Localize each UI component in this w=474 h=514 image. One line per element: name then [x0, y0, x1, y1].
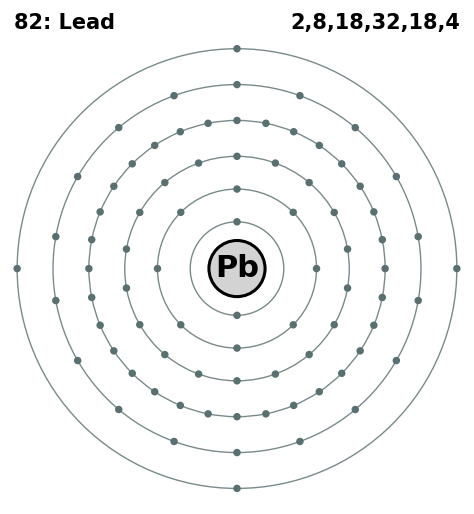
Circle shape	[204, 410, 212, 417]
Circle shape	[233, 186, 241, 193]
Circle shape	[52, 233, 60, 241]
Circle shape	[352, 124, 359, 132]
Circle shape	[170, 438, 178, 445]
Circle shape	[115, 406, 122, 413]
Circle shape	[344, 284, 351, 292]
Circle shape	[233, 413, 241, 420]
Circle shape	[233, 218, 241, 226]
Circle shape	[85, 265, 92, 272]
Circle shape	[151, 388, 158, 395]
Circle shape	[195, 370, 202, 378]
Circle shape	[177, 401, 184, 409]
Circle shape	[128, 160, 136, 168]
Circle shape	[110, 347, 118, 355]
Circle shape	[161, 179, 169, 186]
Circle shape	[344, 245, 351, 253]
Circle shape	[330, 209, 338, 216]
Circle shape	[177, 128, 184, 136]
Circle shape	[392, 357, 400, 364]
Circle shape	[233, 153, 241, 160]
Circle shape	[379, 236, 386, 244]
Circle shape	[453, 265, 461, 272]
Circle shape	[74, 173, 82, 180]
Circle shape	[233, 344, 241, 352]
Circle shape	[382, 265, 389, 272]
Text: Pb: Pb	[215, 254, 259, 283]
Circle shape	[316, 388, 323, 395]
Circle shape	[88, 236, 95, 244]
Circle shape	[330, 321, 338, 328]
Circle shape	[233, 377, 241, 384]
Circle shape	[313, 265, 320, 272]
Circle shape	[110, 182, 118, 190]
Circle shape	[177, 321, 184, 328]
Circle shape	[74, 357, 82, 364]
Circle shape	[96, 322, 104, 329]
Circle shape	[151, 142, 158, 149]
Circle shape	[128, 370, 136, 377]
Circle shape	[123, 284, 130, 292]
Circle shape	[13, 265, 21, 272]
Circle shape	[305, 179, 313, 186]
Circle shape	[352, 406, 359, 413]
Circle shape	[52, 297, 60, 304]
Circle shape	[195, 159, 202, 167]
Circle shape	[392, 173, 400, 180]
Circle shape	[123, 245, 130, 253]
Circle shape	[161, 351, 169, 358]
Circle shape	[290, 401, 297, 409]
Circle shape	[136, 209, 144, 216]
Circle shape	[356, 182, 364, 190]
Circle shape	[296, 438, 304, 445]
Circle shape	[338, 370, 346, 377]
Circle shape	[233, 449, 241, 456]
Text: 82: Lead: 82: Lead	[14, 13, 115, 33]
Circle shape	[272, 370, 279, 378]
Circle shape	[233, 485, 241, 492]
Text: 2,8,18,32,18,4: 2,8,18,32,18,4	[290, 13, 460, 33]
Circle shape	[370, 208, 378, 215]
Circle shape	[115, 124, 122, 132]
Circle shape	[262, 120, 270, 127]
Circle shape	[96, 208, 104, 215]
Circle shape	[177, 209, 184, 216]
Circle shape	[379, 293, 386, 301]
Circle shape	[170, 92, 178, 99]
Circle shape	[305, 351, 313, 358]
Circle shape	[88, 293, 95, 301]
Circle shape	[338, 160, 346, 168]
Circle shape	[233, 45, 241, 52]
Circle shape	[290, 128, 297, 136]
Circle shape	[209, 241, 265, 297]
Circle shape	[154, 265, 161, 272]
Circle shape	[204, 120, 212, 127]
Circle shape	[233, 117, 241, 124]
Circle shape	[414, 297, 422, 304]
Circle shape	[356, 347, 364, 355]
Circle shape	[272, 159, 279, 167]
Circle shape	[290, 321, 297, 328]
Circle shape	[414, 233, 422, 241]
Circle shape	[233, 81, 241, 88]
Circle shape	[262, 410, 270, 417]
Circle shape	[290, 209, 297, 216]
Circle shape	[316, 142, 323, 149]
Circle shape	[370, 322, 378, 329]
Circle shape	[233, 311, 241, 319]
Circle shape	[136, 321, 144, 328]
Circle shape	[296, 92, 304, 99]
